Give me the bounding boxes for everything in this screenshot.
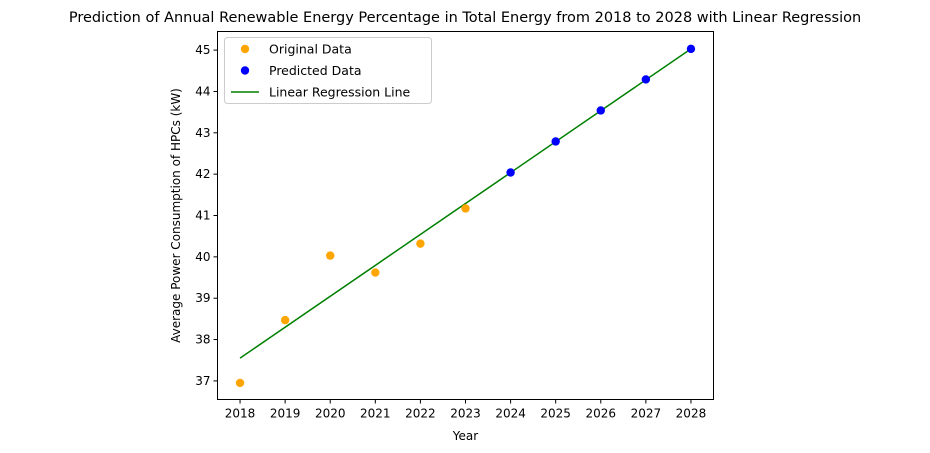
y-tick-label: 41	[195, 209, 210, 223]
original-data-point	[461, 204, 470, 213]
y-tick-label: 43	[195, 126, 210, 140]
original-data-point	[416, 239, 425, 248]
chart-title: Prediction of Annual Renewable Energy Pe…	[69, 10, 861, 26]
y-tick-label: 44	[195, 84, 210, 98]
predicted-data-point	[551, 137, 560, 146]
original-data-point	[235, 378, 245, 388]
x-tick-label: 2019	[270, 407, 301, 421]
original-data-point	[280, 315, 290, 325]
predicted-data-point	[596, 106, 605, 115]
x-tick-label: 2018	[225, 407, 256, 421]
x-axis: 2018 2019 2020 2021 2022 2023 2024 2025 2026 2027…	[225, 399, 707, 421]
x-axis-label: Year	[452, 429, 478, 443]
legend-label: Original Data	[269, 42, 352, 57]
y-axis: 37 38 39 40 41 42 43 44 45	[195, 43, 218, 388]
x-tick-label: 2023	[450, 407, 481, 421]
x-tick-label: 2020	[315, 407, 346, 421]
predicted-data-point	[506, 168, 515, 177]
x-tick-label: 2025	[540, 407, 571, 421]
y-tick-label: 39	[195, 291, 210, 305]
y-axis-label: Average Power Consumption of HPCs (kW)	[169, 88, 183, 343]
x-tick-label: 2028	[676, 407, 707, 421]
y-tick-label: 45	[195, 43, 210, 57]
x-tick-label: 2022	[405, 407, 436, 421]
y-tick-label: 38	[195, 333, 210, 347]
series-layer	[235, 44, 696, 388]
x-tick-label: 2021	[360, 407, 391, 421]
original-data-point	[371, 268, 380, 277]
y-tick-label: 40	[195, 250, 210, 264]
y-tick-label: 42	[195, 167, 210, 181]
legend-predicted-data-marker	[240, 66, 250, 75]
legend-box	[224, 37, 432, 104]
legend: Original Data Predicted Data Linear Regres…	[224, 37, 432, 104]
legend-label: Linear Regression Line	[269, 85, 411, 100]
legend-label: Predicted Data	[269, 63, 362, 78]
x-tick-label: 2026	[585, 407, 616, 421]
legend-original-data-marker	[240, 44, 250, 54]
regression-line	[239, 48, 692, 359]
y-tick-label: 37	[195, 374, 210, 388]
predicted-data-point	[686, 44, 696, 54]
original-data-point	[326, 251, 335, 260]
x-tick-label: 2024	[495, 407, 526, 421]
x-tick-label: 2027	[631, 407, 662, 421]
predicted-data-point	[641, 75, 651, 84]
